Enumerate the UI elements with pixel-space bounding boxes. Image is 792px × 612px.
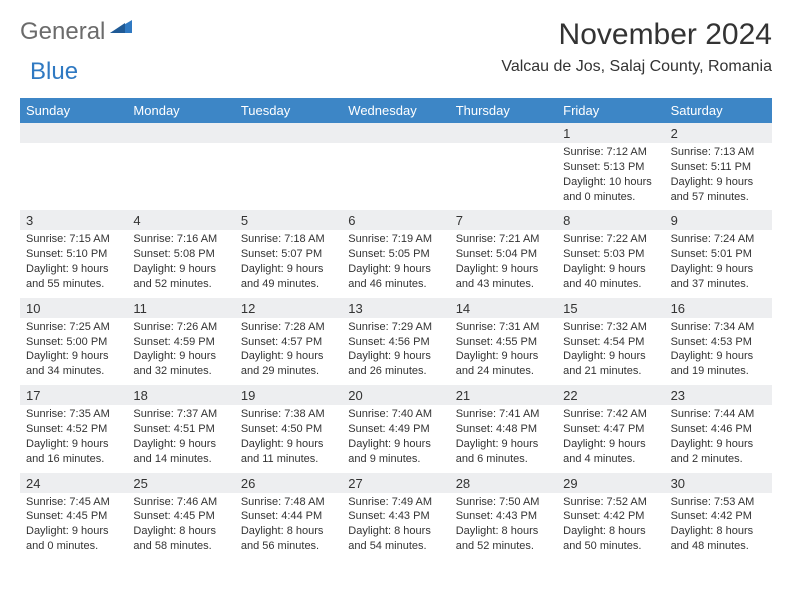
day-number: 17 — [20, 385, 127, 405]
day-number: 19 — [235, 385, 342, 405]
day-number — [450, 123, 557, 143]
brand-text-2: Blue — [30, 58, 78, 86]
calendar-body: 12Sunrise: 7:12 AMSunset: 5:13 PMDayligh… — [20, 123, 772, 560]
day-number — [20, 123, 127, 143]
day-details: Sunrise: 7:25 AMSunset: 5:00 PMDaylight:… — [20, 318, 127, 385]
day-details: Sunrise: 7:29 AMSunset: 4:56 PMDaylight:… — [342, 318, 449, 385]
day-number: 4 — [127, 210, 234, 230]
day-details: Sunrise: 7:46 AMSunset: 4:45 PMDaylight:… — [127, 493, 234, 560]
day-number: 24 — [20, 473, 127, 493]
day-number: 12 — [235, 298, 342, 318]
day-details: Sunrise: 7:26 AMSunset: 4:59 PMDaylight:… — [127, 318, 234, 385]
week-details-row: Sunrise: 7:45 AMSunset: 4:45 PMDaylight:… — [20, 493, 772, 560]
week-daynum-row: 12 — [20, 123, 772, 143]
day-number: 1 — [557, 123, 664, 143]
day-details: Sunrise: 7:34 AMSunset: 4:53 PMDaylight:… — [665, 318, 772, 385]
day-details: Sunrise: 7:48 AMSunset: 4:44 PMDaylight:… — [235, 493, 342, 560]
day-header: Thursday — [450, 98, 557, 123]
calendar-header-row: SundayMondayTuesdayWednesdayThursdayFrid… — [20, 98, 772, 123]
day-header: Friday — [557, 98, 664, 123]
day-details: Sunrise: 7:52 AMSunset: 4:42 PMDaylight:… — [557, 493, 664, 560]
day-details: Sunrise: 7:15 AMSunset: 5:10 PMDaylight:… — [20, 230, 127, 297]
day-number — [127, 123, 234, 143]
day-details: Sunrise: 7:50 AMSunset: 4:43 PMDaylight:… — [450, 493, 557, 560]
week-details-row: Sunrise: 7:15 AMSunset: 5:10 PMDaylight:… — [20, 230, 772, 297]
day-number: 26 — [235, 473, 342, 493]
location-text: Valcau de Jos, Salaj County, Romania — [501, 58, 772, 76]
week-details-row: Sunrise: 7:12 AMSunset: 5:13 PMDaylight:… — [20, 143, 772, 210]
day-details: Sunrise: 7:31 AMSunset: 4:55 PMDaylight:… — [450, 318, 557, 385]
week-daynum-row: 10111213141516 — [20, 298, 772, 318]
day-number: 28 — [450, 473, 557, 493]
day-details: Sunrise: 7:35 AMSunset: 4:52 PMDaylight:… — [20, 405, 127, 472]
day-number: 3 — [20, 210, 127, 230]
day-details: Sunrise: 7:40 AMSunset: 4:49 PMDaylight:… — [342, 405, 449, 472]
day-number: 14 — [450, 298, 557, 318]
day-number: 15 — [557, 298, 664, 318]
day-details: Sunrise: 7:32 AMSunset: 4:54 PMDaylight:… — [557, 318, 664, 385]
day-details — [235, 143, 342, 210]
day-number: 11 — [127, 298, 234, 318]
day-number: 25 — [127, 473, 234, 493]
day-details: Sunrise: 7:38 AMSunset: 4:50 PMDaylight:… — [235, 405, 342, 472]
day-details: Sunrise: 7:22 AMSunset: 5:03 PMDaylight:… — [557, 230, 664, 297]
day-number: 8 — [557, 210, 664, 230]
day-header: Saturday — [665, 98, 772, 123]
day-details: Sunrise: 7:49 AMSunset: 4:43 PMDaylight:… — [342, 493, 449, 560]
day-number: 27 — [342, 473, 449, 493]
brand-logo: General — [20, 18, 134, 46]
day-header: Monday — [127, 98, 234, 123]
week-details-row: Sunrise: 7:25 AMSunset: 5:00 PMDaylight:… — [20, 318, 772, 385]
month-title: November 2024 — [501, 18, 772, 52]
day-details: Sunrise: 7:42 AMSunset: 4:47 PMDaylight:… — [557, 405, 664, 472]
calendar-page: General November 2024 Valcau de Jos, Sal… — [0, 0, 792, 578]
week-details-row: Sunrise: 7:35 AMSunset: 4:52 PMDaylight:… — [20, 405, 772, 472]
day-number: 30 — [665, 473, 772, 493]
day-number: 7 — [450, 210, 557, 230]
day-details: Sunrise: 7:45 AMSunset: 4:45 PMDaylight:… — [20, 493, 127, 560]
day-details — [127, 143, 234, 210]
day-number — [342, 123, 449, 143]
day-number: 5 — [235, 210, 342, 230]
day-number: 20 — [342, 385, 449, 405]
day-number: 13 — [342, 298, 449, 318]
day-number: 6 — [342, 210, 449, 230]
day-number — [235, 123, 342, 143]
brand-triangle-icon — [110, 17, 132, 38]
day-number: 23 — [665, 385, 772, 405]
day-number: 2 — [665, 123, 772, 143]
day-details — [342, 143, 449, 210]
day-number: 10 — [20, 298, 127, 318]
day-details: Sunrise: 7:21 AMSunset: 5:04 PMDaylight:… — [450, 230, 557, 297]
day-number: 18 — [127, 385, 234, 405]
week-daynum-row: 24252627282930 — [20, 473, 772, 493]
day-details: Sunrise: 7:13 AMSunset: 5:11 PMDaylight:… — [665, 143, 772, 210]
day-details — [20, 143, 127, 210]
day-details: Sunrise: 7:44 AMSunset: 4:46 PMDaylight:… — [665, 405, 772, 472]
title-group: November 2024 Valcau de Jos, Salaj Count… — [501, 18, 772, 76]
day-details: Sunrise: 7:18 AMSunset: 5:07 PMDaylight:… — [235, 230, 342, 297]
day-details: Sunrise: 7:24 AMSunset: 5:01 PMDaylight:… — [665, 230, 772, 297]
day-number: 9 — [665, 210, 772, 230]
day-number: 22 — [557, 385, 664, 405]
day-details: Sunrise: 7:16 AMSunset: 5:08 PMDaylight:… — [127, 230, 234, 297]
day-details — [450, 143, 557, 210]
brand-text-1: General — [20, 18, 105, 46]
week-daynum-row: 17181920212223 — [20, 385, 772, 405]
day-header: Tuesday — [235, 98, 342, 123]
day-details: Sunrise: 7:37 AMSunset: 4:51 PMDaylight:… — [127, 405, 234, 472]
day-number: 16 — [665, 298, 772, 318]
day-number: 21 — [450, 385, 557, 405]
day-number: 29 — [557, 473, 664, 493]
week-daynum-row: 3456789 — [20, 210, 772, 230]
day-details: Sunrise: 7:53 AMSunset: 4:42 PMDaylight:… — [665, 493, 772, 560]
day-details: Sunrise: 7:12 AMSunset: 5:13 PMDaylight:… — [557, 143, 664, 210]
day-header: Sunday — [20, 98, 127, 123]
day-details: Sunrise: 7:19 AMSunset: 5:05 PMDaylight:… — [342, 230, 449, 297]
day-details: Sunrise: 7:28 AMSunset: 4:57 PMDaylight:… — [235, 318, 342, 385]
calendar-grid: SundayMondayTuesdayWednesdayThursdayFrid… — [20, 98, 772, 560]
day-details: Sunrise: 7:41 AMSunset: 4:48 PMDaylight:… — [450, 405, 557, 472]
day-header: Wednesday — [342, 98, 449, 123]
